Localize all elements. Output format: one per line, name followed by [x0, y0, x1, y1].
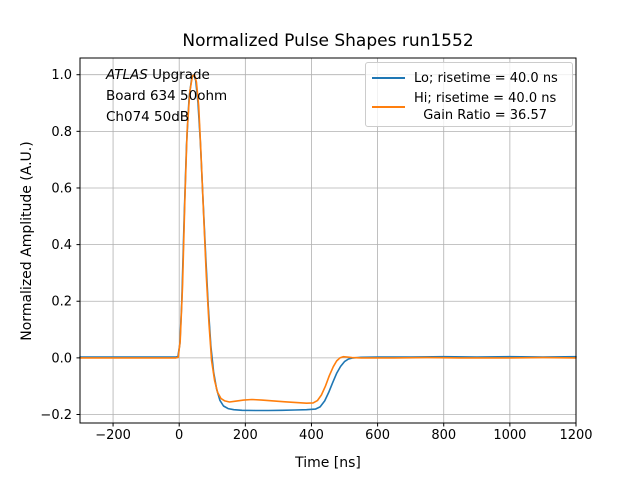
axes-spines	[79, 57, 577, 424]
y-tick-label: 1.0	[51, 68, 72, 83]
legend-line-sample-lo	[372, 76, 405, 80]
x-tick-label: 600	[365, 428, 390, 443]
legend-label-hi-line2: Gain Ratio = 36.57	[423, 108, 548, 123]
y-tick-label: 0.2	[51, 295, 72, 310]
annotation-atlas: ATLAS	[106, 67, 148, 83]
legend-label-lo: Lo; risetime = 40.0 ns	[414, 70, 558, 86]
x-tick-label: 1000	[493, 428, 526, 443]
x-tick-label: 0	[175, 428, 183, 443]
series-line-hi	[79, 73, 577, 405]
chart-title: Normalized Pulse Shapes run1552	[182, 31, 474, 51]
legend-label-hi-line1: Hi; risetime = 40.0 ns	[414, 91, 557, 106]
x-tick-label: 800	[431, 428, 456, 443]
legend-item-lo: Lo; risetime = 40.0 ns	[372, 66, 565, 90]
plot-annotation: ATLAS Upgrade Board 634 50ohm Ch074 50dB	[106, 65, 227, 128]
x-tick-label: 400	[299, 428, 324, 443]
y-tick-label: 0.0	[51, 351, 72, 366]
annotation-line-1: ATLAS Upgrade	[106, 65, 227, 86]
legend-line-sample-hi	[372, 105, 405, 109]
y-axis-label: Normalized Amplitude (A.U.)	[19, 141, 35, 341]
legend-label-hi: Hi; risetime = 40.0 ns Gain Ratio = 36.5…	[414, 90, 556, 124]
y-tick-label: 0.4	[51, 238, 72, 253]
y-tick-label: 0.6	[51, 181, 72, 196]
x-axis-label: Time [ns]	[295, 455, 361, 471]
annotation-line-2: Board 634 50ohm	[106, 88, 228, 104]
annotation-line-3: Ch074 50dB	[106, 109, 190, 125]
legend-item-hi: Hi; risetime = 40.0 ns Gain Ratio = 36.5…	[372, 90, 565, 124]
x-tick-label: 200	[233, 428, 258, 443]
legend: Lo; risetime = 40.0 ns Hi; risetime = 40…	[365, 62, 573, 127]
y-tick-label: −0.2	[40, 408, 72, 423]
y-tick-label: 0.8	[51, 125, 72, 140]
x-tick-label: −200	[95, 428, 131, 443]
annotation-upgrade: Upgrade	[147, 67, 210, 83]
x-tick-label: 1200	[559, 428, 592, 443]
